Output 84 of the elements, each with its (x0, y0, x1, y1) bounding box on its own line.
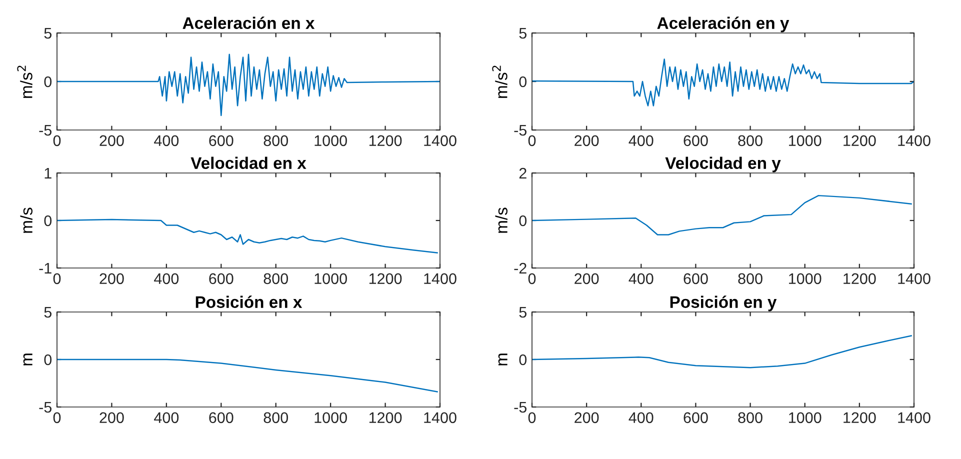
x-tick-label: 600 (209, 135, 234, 146)
x-tick-label: 200 (574, 135, 599, 146)
x-tick-label: 600 (684, 135, 708, 146)
x-tick-label: 800 (738, 412, 762, 424)
x-tick-label: 1000 (314, 273, 347, 284)
y-tick-label: -5 (39, 402, 52, 413)
x-tick-label: 1000 (789, 412, 822, 424)
x-tick-label: 0 (528, 273, 536, 284)
x-tick-label: 400 (154, 273, 179, 284)
x-tick-label: 600 (684, 412, 708, 424)
y-tick-label: 0 (44, 76, 52, 88)
y-tick-label: 0 (519, 354, 527, 366)
x-tick-label: 200 (100, 135, 124, 146)
chart-title: Velocidad en x (190, 156, 306, 169)
x-tick-label: 800 (264, 135, 288, 146)
line-series (57, 358, 438, 392)
x-tick-label: 1200 (844, 412, 876, 424)
x-tick-label: 200 (100, 412, 124, 424)
y-tick-label: 5 (519, 307, 526, 318)
y-tick-label: 5 (44, 307, 52, 318)
x-tick-label: 1000 (789, 135, 822, 146)
line-series (57, 54, 440, 116)
x-tick-label: 1400 (424, 273, 456, 284)
y-tick-label: -5 (514, 402, 526, 413)
y-axis-title: m/s$^{2}$ (492, 66, 508, 98)
line-series (532, 335, 912, 368)
x-tick-label: 200 (574, 273, 599, 284)
x-tick-label: 200 (100, 273, 124, 284)
x-tick-label: 0 (53, 412, 61, 424)
x-tick-label: 1000 (789, 273, 822, 284)
y-axis-title: m (23, 354, 32, 366)
y-tick-label: -5 (514, 125, 526, 136)
x-tick-label: 0 (528, 412, 536, 424)
x-tick-label: 400 (154, 135, 179, 146)
y-axis-title: m/s$^{2}$ (17, 66, 32, 98)
x-tick-label: 1400 (898, 273, 930, 284)
y-tick-label: 5 (519, 28, 526, 39)
x-tick-label: 1200 (369, 273, 402, 284)
y-tick-label: 0 (44, 215, 52, 226)
line-series (532, 194, 912, 236)
y-tick-label: 5 (44, 28, 52, 39)
chart-title: Aceleración en x (182, 16, 315, 29)
y-tick-label: -5 (39, 125, 52, 136)
x-tick-label: 1200 (369, 135, 402, 146)
line-series (532, 58, 914, 106)
chart-title: Posición en x (196, 296, 302, 308)
x-tick-label: 200 (574, 412, 599, 424)
x-tick-label: 1000 (314, 135, 347, 146)
x-tick-label: 1000 (314, 412, 347, 424)
x-tick-label: 800 (264, 273, 288, 284)
x-tick-label: 600 (209, 273, 234, 284)
y-tick-label: 1 (44, 168, 52, 179)
chart-title: Aceleración en y (657, 16, 790, 32)
x-tick-label: 0 (53, 273, 61, 284)
x-tick-label: 800 (738, 135, 762, 146)
y-axis-title: m (498, 354, 508, 366)
x-tick-label: 1200 (844, 135, 876, 146)
chart-title: Posición en y (670, 296, 777, 312)
x-tick-label: 800 (738, 273, 762, 284)
x-tick-label: 1400 (898, 135, 930, 146)
x-tick-label: 1400 (898, 412, 930, 424)
y-tick-label: 0 (44, 354, 52, 366)
y-axis-title: m/s (20, 208, 32, 233)
y-tick-label: 0 (519, 76, 527, 88)
x-tick-label: 600 (684, 273, 708, 284)
x-tick-label: 400 (628, 412, 654, 424)
x-tick-label: 400 (628, 135, 654, 146)
y-tick-label: 2 (519, 168, 526, 179)
y-tick-label: 0 (519, 215, 527, 226)
x-tick-label: 600 (209, 412, 234, 424)
line-series (57, 218, 438, 254)
y-tick-label: -1 (39, 263, 52, 274)
x-tick-label: 400 (628, 273, 654, 284)
x-tick-label: 800 (264, 412, 288, 424)
x-tick-label: 1200 (369, 412, 402, 424)
x-tick-label: 1400 (424, 412, 456, 424)
y-axis-title: m/s (495, 208, 508, 233)
x-tick-label: 400 (154, 412, 179, 424)
x-tick-label: 1400 (424, 135, 456, 146)
chart-title: Velocidad en y (665, 156, 781, 172)
y-tick-label: -2 (514, 262, 526, 274)
x-tick-label: 0 (53, 135, 61, 146)
x-tick-label: 1200 (844, 273, 876, 284)
x-tick-label: 0 (528, 135, 536, 146)
